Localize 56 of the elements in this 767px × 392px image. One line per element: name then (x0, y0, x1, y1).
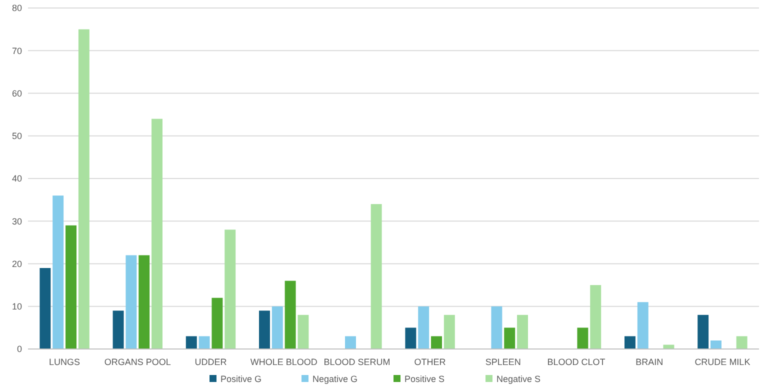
y-tick-label: 50 (12, 131, 22, 142)
bar (152, 118, 163, 349)
bar (186, 336, 197, 349)
x-tick-label: BLOOD CLOT (547, 357, 606, 367)
y-tick-label: 30 (12, 216, 22, 226)
x-tick-label: WHOLE BLOOD (250, 357, 318, 367)
bar (370, 204, 382, 349)
y-tick-label: 40 (12, 174, 22, 184)
legend-label: Negative S (496, 374, 541, 384)
bar (112, 310, 124, 349)
bar (40, 268, 51, 349)
y-tick-label: 0 (16, 344, 22, 354)
bar (698, 314, 709, 349)
legend-label: Negative G (312, 374, 358, 384)
x-tick-label: SPLEEN (485, 357, 521, 367)
bar (258, 310, 270, 349)
bar (624, 336, 636, 349)
x-tick-label: BRAIN (636, 357, 664, 367)
bar (736, 336, 748, 349)
bar (126, 255, 137, 349)
bar (298, 314, 309, 349)
legend-label: Positive S (404, 374, 445, 384)
bar (491, 306, 502, 349)
bar (138, 255, 150, 349)
y-tick-label: 10 (12, 302, 22, 312)
bar (212, 298, 223, 349)
bar (78, 29, 90, 349)
bar (517, 314, 528, 349)
bar (504, 328, 516, 349)
x-tick-label: ORGANS POOL (104, 357, 171, 367)
bar (418, 306, 430, 349)
x-tick-label: LUNGS (49, 357, 80, 367)
bar (272, 306, 283, 349)
legend-label: Positive G (220, 374, 262, 384)
x-tick-label: CRUDE MILK (694, 357, 750, 367)
x-tick-label: BLOOD SERUM (324, 357, 390, 367)
bar (431, 336, 442, 349)
bar (590, 285, 602, 349)
bar (405, 328, 416, 349)
bar (444, 314, 455, 349)
bar (577, 328, 588, 349)
bar (224, 230, 236, 349)
bar (637, 302, 648, 349)
bar (345, 336, 356, 349)
y-tick-label: 70 (12, 46, 22, 56)
x-tick-label: UDDER (194, 357, 228, 367)
x-tick-label: OTHER (414, 357, 446, 367)
bar (198, 336, 210, 349)
bar (710, 340, 722, 349)
bar (66, 225, 76, 349)
bar (284, 280, 296, 349)
y-tick-label: 20 (12, 258, 22, 269)
bar (52, 196, 64, 349)
bar (663, 344, 674, 349)
y-tick-label: 60 (12, 88, 22, 98)
y-tick-label: 80 (12, 3, 22, 14)
